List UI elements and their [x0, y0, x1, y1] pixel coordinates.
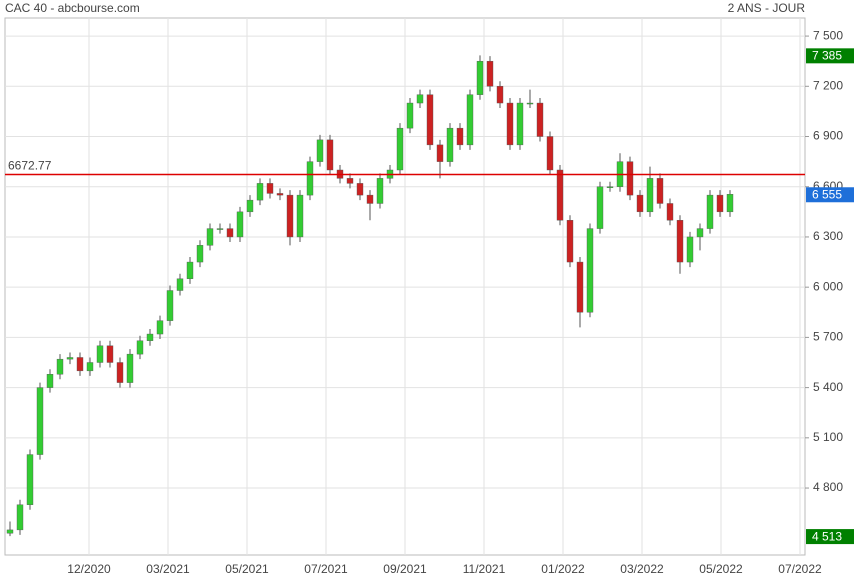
candle-body: [656, 178, 664, 204]
y-tick-label: 5 100: [813, 430, 843, 444]
y-tick-label: 6 000: [813, 279, 843, 293]
candle-body: [376, 178, 384, 204]
candle-body: [606, 186, 614, 188]
candle-body: [476, 60, 484, 95]
candle-body: [626, 161, 634, 196]
candle-body: [676, 220, 684, 263]
candle-body: [716, 194, 724, 213]
price-badge: [806, 529, 854, 545]
candle-body: [526, 102, 534, 105]
candle-body: [256, 183, 264, 201]
candle-body: [296, 194, 304, 238]
x-tick-label: 07/2022: [778, 562, 822, 576]
x-tick-label: 12/2020: [67, 562, 111, 576]
candle-body: [696, 228, 704, 238]
price-badge-label: 7 385: [812, 49, 842, 63]
x-tick-label: 01/2022: [541, 562, 585, 576]
candle-body: [136, 340, 144, 355]
chart-subtitle: 2 ANS - JOUR: [728, 1, 806, 15]
candle-body: [76, 357, 84, 372]
candle-body: [596, 186, 604, 229]
candle-body: [146, 333, 154, 341]
reference-label: 6672.77: [8, 159, 52, 173]
candle-body: [496, 86, 504, 104]
chart-title: CAC 40 - abcbourse.com: [5, 1, 140, 15]
candle-body: [66, 357, 74, 360]
candle-body: [346, 178, 354, 184]
candle-body: [586, 228, 594, 313]
x-tick-label: 05/2021: [225, 562, 269, 576]
candle-body: [726, 194, 734, 213]
candle-body: [266, 183, 274, 194]
candle-body: [276, 193, 284, 196]
candle-body: [196, 245, 204, 263]
candle-body: [416, 94, 424, 104]
candle-body: [126, 353, 134, 383]
candle-body: [86, 362, 94, 372]
candle-body: [406, 102, 414, 129]
candle-body: [666, 203, 674, 221]
candle-body: [106, 345, 114, 363]
candle-body: [356, 183, 364, 196]
x-tick-label: 09/2021: [383, 562, 427, 576]
candle-body: [186, 261, 194, 279]
candle-body: [216, 228, 224, 230]
candle-body: [446, 127, 454, 162]
y-tick-label: 6 300: [813, 229, 843, 243]
candle-body: [176, 278, 184, 291]
candle-body: [456, 127, 464, 146]
candle-body: [206, 228, 214, 246]
price-badge-label: 4 513: [812, 529, 842, 543]
candle-body: [646, 178, 654, 213]
candle-body: [306, 161, 314, 196]
candle-body: [286, 194, 294, 238]
candle-body: [706, 194, 714, 229]
x-tick-label: 11/2021: [463, 562, 506, 576]
candle-body: [56, 358, 64, 375]
y-tick-label: 5 700: [813, 330, 843, 344]
y-tick-label: 7 500: [813, 28, 843, 42]
x-tick-label: 03/2021: [146, 562, 190, 576]
y-tick-label: 7 200: [813, 78, 843, 92]
candle-body: [396, 127, 404, 171]
candle-body: [316, 139, 324, 162]
candle-body: [516, 102, 524, 146]
candle-body: [576, 261, 584, 313]
x-tick-label: 07/2021: [304, 562, 348, 576]
candle-body: [436, 144, 444, 162]
x-tick-label: 05/2022: [699, 562, 743, 576]
price-badge: [806, 48, 854, 64]
candle-body: [536, 102, 544, 137]
price-badge-label: 6 555: [812, 187, 842, 201]
candle-body: [506, 102, 514, 146]
candle-body: [686, 236, 694, 263]
candle-body: [366, 194, 374, 204]
candle-body: [486, 60, 494, 87]
candle-body: [36, 387, 44, 455]
price-badge: [806, 187, 854, 203]
candle-body: [326, 139, 334, 171]
y-tick-label: 5 400: [813, 380, 843, 394]
candle-body: [16, 504, 24, 531]
candle-body: [226, 228, 234, 238]
y-tick-label: 6 900: [813, 129, 843, 143]
candle-body: [166, 290, 174, 321]
candle-body: [556, 169, 564, 221]
candle-body: [116, 362, 124, 383]
candle-body: [546, 136, 554, 171]
candle-body: [246, 199, 254, 213]
candle-body: [636, 194, 644, 213]
candle-body: [6, 529, 14, 534]
candle-body: [96, 345, 104, 363]
y-tick-label: 4 800: [813, 480, 843, 494]
candle-body: [236, 211, 244, 238]
candle-body: [156, 320, 164, 335]
candle-body: [466, 94, 474, 146]
candle-body: [26, 454, 34, 505]
candle-body: [426, 94, 434, 146]
candle-body: [566, 220, 574, 263]
x-tick-label: 03/2022: [620, 562, 664, 576]
candle-body: [46, 374, 54, 388]
